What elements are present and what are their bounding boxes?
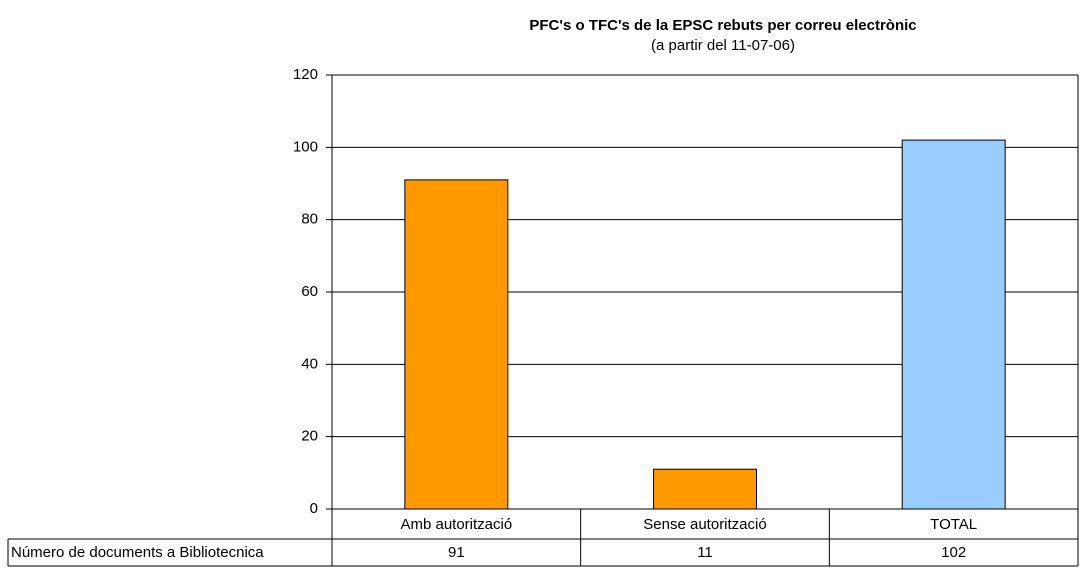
bar [404, 179, 509, 510]
y-tick-label: 80 [301, 211, 318, 228]
table-value: 11 [697, 544, 713, 561]
y-tick-label: 100 [293, 138, 318, 155]
table-value: 91 [448, 544, 465, 561]
bar [901, 139, 1006, 510]
bar [653, 468, 757, 510]
x-tick-label: Amb autorització [400, 516, 512, 533]
chart-title: PFC's o TFC's de la EPSC rebuts per corr… [529, 17, 916, 34]
y-tick-label: 40 [301, 355, 318, 372]
table-value: 102 [941, 544, 966, 561]
y-tick-label: 120 [293, 66, 318, 83]
y-tick-label: 0 [310, 500, 318, 517]
x-tick-label: TOTAL [930, 516, 977, 533]
y-tick-label: 20 [301, 428, 318, 445]
chart-subtitle: (a partir del 11-07-06) [651, 37, 795, 54]
x-tick-label: Sense autorització [643, 516, 766, 533]
table-series-name: Número de documents a Bibliotecnica [11, 544, 264, 561]
y-tick-label: 60 [301, 283, 318, 300]
